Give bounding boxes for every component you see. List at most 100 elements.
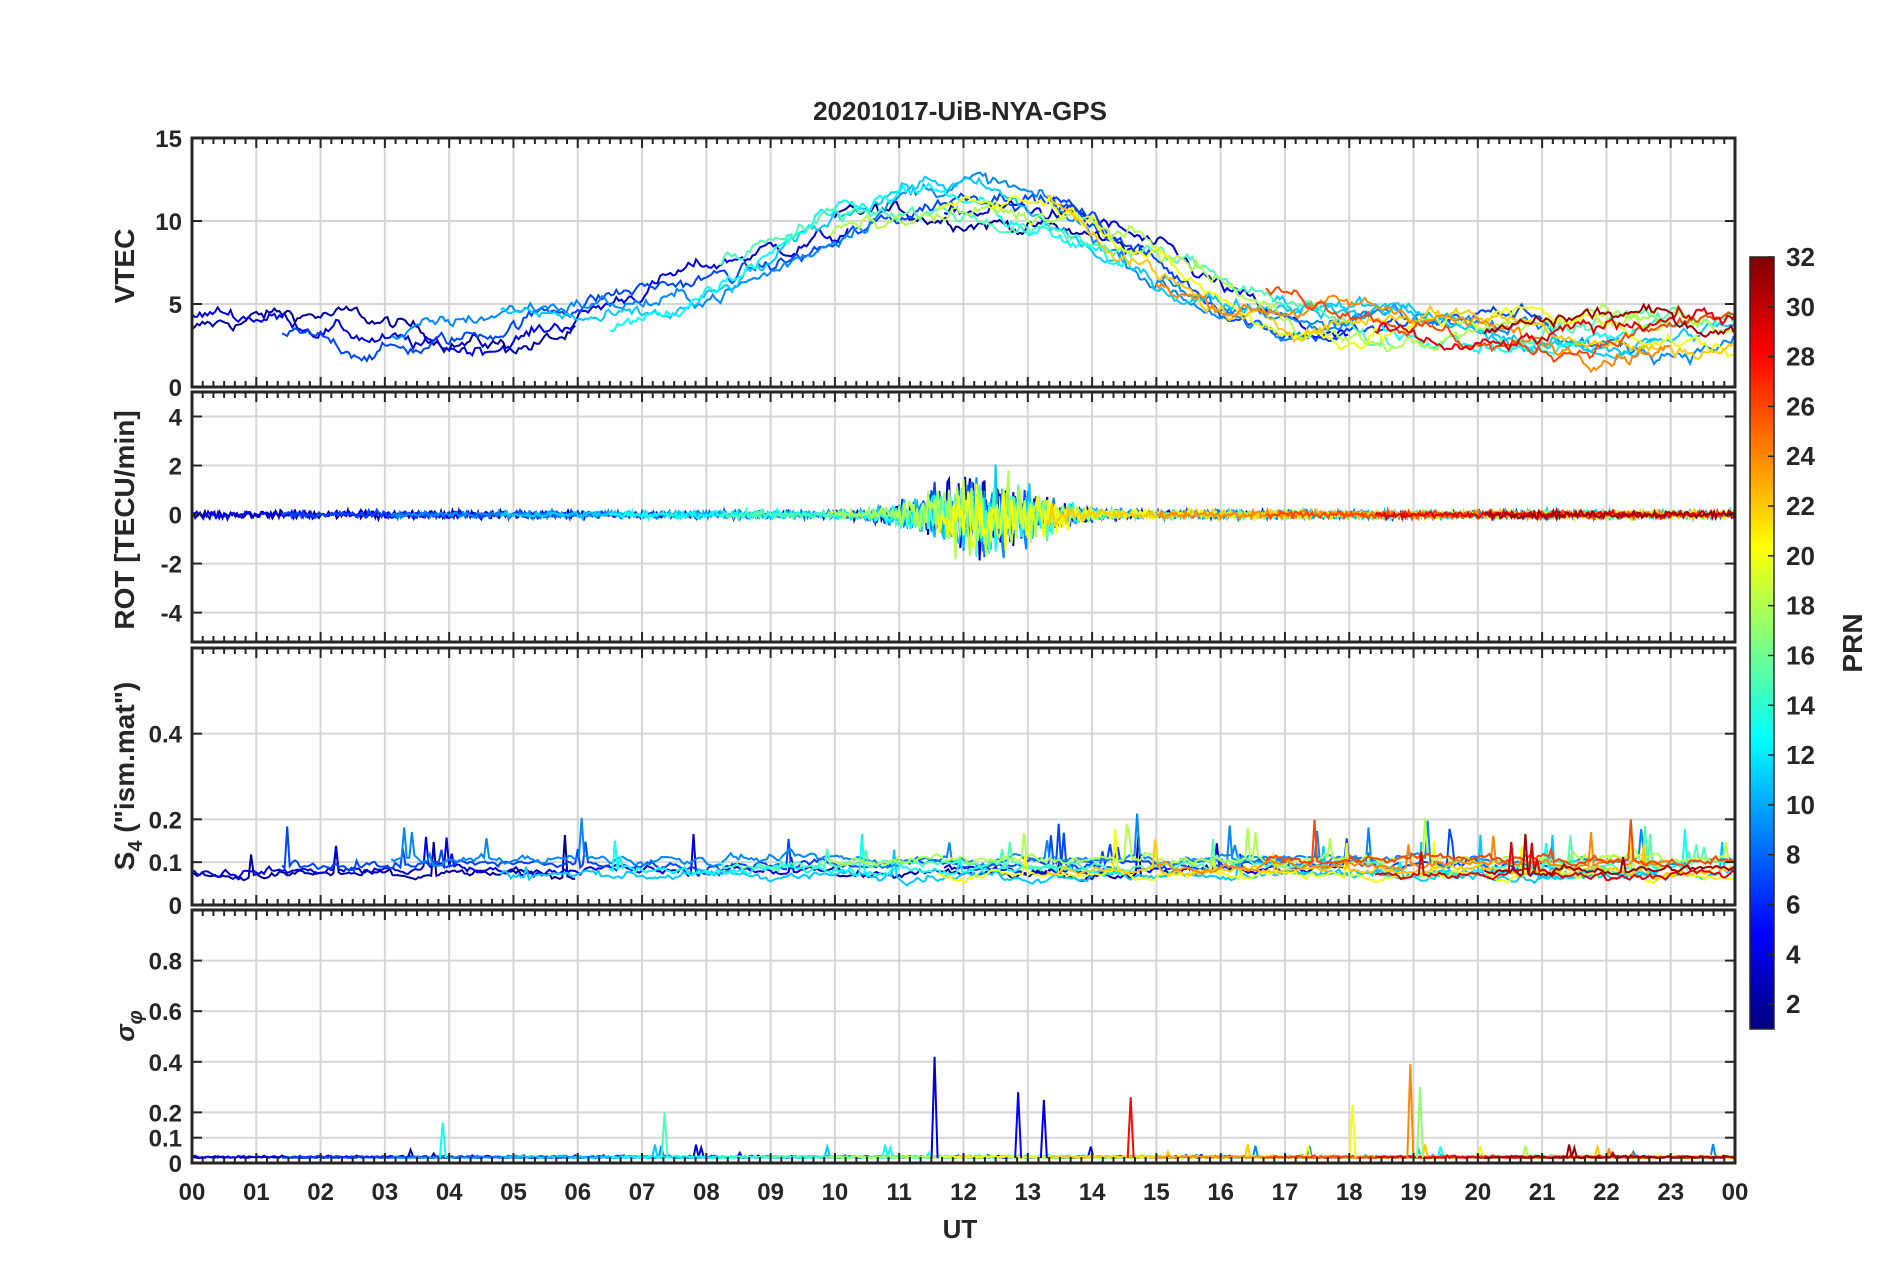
x-tick-label: 10 <box>822 1179 849 1206</box>
panel-sigma: 00.10.2 0.4 0.6 0.8 <box>149 908 1737 1178</box>
y-tick-label: -4 <box>161 601 183 628</box>
series-line-prn-26 <box>1265 286 1734 364</box>
series-line-prn-18 <box>827 817 1665 868</box>
colorbar-tick-label: 24 <box>1786 441 1815 471</box>
y-tick-label: 10 <box>155 209 182 236</box>
colorbar-tick-label: 18 <box>1786 591 1815 621</box>
x-tick-label: 00 <box>1722 1179 1749 1206</box>
colorbar-tick-label: 22 <box>1786 491 1815 521</box>
x-tick-label: 16 <box>1207 1179 1234 1206</box>
x-tick-label: 22 <box>1593 1179 1620 1206</box>
colorbar-tick-label: 6 <box>1786 889 1800 919</box>
series-line-prn-31 <box>1483 833 1735 878</box>
x-tick-label: 04 <box>436 1179 463 1206</box>
series-group <box>192 464 1735 561</box>
panel-s4: 0 0.1 0.2 0.4 <box>149 646 1737 920</box>
x-tick-label: 19 <box>1400 1179 1427 1206</box>
chart-title: 20201017-UiB-NYA-GPS <box>813 96 1107 126</box>
x-tick-label: 18 <box>1336 1179 1363 1206</box>
x-tick-label: 12 <box>950 1179 977 1206</box>
colorbar-tick-label: 28 <box>1786 342 1815 372</box>
sigma-spike <box>660 1112 669 1159</box>
series-line-prn-2 <box>192 305 576 355</box>
y-tick-label: 0.1 <box>149 850 182 877</box>
x-tick-label: 01 <box>243 1179 270 1206</box>
x-tick-label: 20 <box>1464 1179 1491 1206</box>
colorbar-tick-label: 10 <box>1786 790 1815 820</box>
x-tick-label: 06 <box>564 1179 591 1206</box>
x-tick-label: 09 <box>757 1179 784 1206</box>
y-tick-label: 0.2 <box>149 807 182 834</box>
x-tick-label: 00 <box>179 1179 206 1206</box>
sigma-label-sub: φ <box>125 1010 147 1024</box>
x-tick-label: 13 <box>1014 1179 1041 1206</box>
x-tick-label: 07 <box>629 1179 656 1206</box>
series-line-prn-24 <box>1156 831 1672 875</box>
series-line-prn-4 <box>192 833 849 880</box>
colorbar-tick-label: 20 <box>1786 541 1815 571</box>
sigma-spike <box>1415 1087 1424 1158</box>
x-tick-label: 14 <box>1079 1179 1106 1206</box>
y-tick-label: 0.2 <box>149 1100 182 1127</box>
y-axis-label-sigma: σφ <box>110 1010 147 1041</box>
colorbar-tick-label: 26 <box>1786 391 1815 421</box>
sigma-label-main: σ <box>110 1023 140 1042</box>
x-tick-label: 17 <box>1272 1179 1299 1206</box>
x-tick-label: 05 <box>500 1179 527 1206</box>
colorbar <box>1749 256 1775 1030</box>
y-axis-label-vtec: VTEC <box>109 229 140 304</box>
colorbar-tick-label: 12 <box>1786 740 1815 770</box>
x-tick-label: 11 <box>887 1179 912 1206</box>
sigma-spike <box>438 1122 447 1159</box>
y-tick-label: 0.4 <box>149 722 183 749</box>
y-tick-label: 4 <box>169 405 183 432</box>
sigma-spike <box>1126 1097 1135 1158</box>
colorbar-tick-label: 16 <box>1786 640 1815 670</box>
y-tick-label: 0 <box>169 1151 182 1178</box>
x-tick-label: 02 <box>307 1179 334 1206</box>
colorbar-tick-label: 2 <box>1786 989 1800 1019</box>
series-line-prn-22 <box>1046 839 1735 882</box>
panel-rot: -4 -2 0 2 4 <box>161 390 1737 644</box>
y-tick-label: 0.1 <box>149 1126 182 1153</box>
s4-label-main: S <box>109 852 140 871</box>
sigma-spike <box>1039 1099 1048 1158</box>
colorbar-tick-label: 4 <box>1786 939 1801 969</box>
colorbar-tick-label: 32 <box>1786 242 1815 272</box>
s4-label-sub: 4 <box>125 840 147 852</box>
y-tick-label: 0.6 <box>149 999 182 1026</box>
s4-label-rest: ("ism.mat") <box>109 682 140 841</box>
y-tick-label: 2 <box>169 454 182 481</box>
panel-vtec: 0 5 10 15 <box>155 126 1737 402</box>
series-group <box>192 813 1735 887</box>
sigma-spike <box>930 1056 939 1158</box>
x-tick-label: 15 <box>1143 1179 1170 1206</box>
y-tick-label: 0.4 <box>149 1050 183 1077</box>
series-line-prn-2 <box>192 835 576 882</box>
y-tick-label: 0 <box>169 893 182 920</box>
y-tick-label: 15 <box>155 126 182 153</box>
series-line-prn-9 <box>390 813 1388 869</box>
series-line-prn-31 <box>1484 1143 1734 1160</box>
y-axis-label-rot: ROT [TECU/min] <box>109 410 140 629</box>
y-tick-label: 0 <box>169 375 182 402</box>
series-line-prn-13 <box>609 181 1125 333</box>
x-tick-label: 08 <box>693 1179 720 1206</box>
y-axis-label-s4: S4 ("ism.mat") <box>109 682 147 871</box>
sigma-spike <box>1406 1064 1415 1158</box>
colorbar-tick-label: 8 <box>1786 840 1800 870</box>
sigma-spike <box>1014 1092 1023 1158</box>
series-line-prn-31 <box>1483 302 1735 338</box>
x-tick-label: 21 <box>1529 1179 1556 1206</box>
series-line-prn-26 <box>1264 819 1735 870</box>
x-tick-labels: 00 01 02 03 04 05 06 07 08 09 10 11 12 13 14 15 16 17 18 19… <box>179 1179 1749 1206</box>
series-line-prn-24 <box>1155 281 1671 374</box>
x-axis-label: UT <box>943 1214 978 1244</box>
y-tick-label: -2 <box>161 552 182 579</box>
x-tick-label: 03 <box>372 1179 399 1206</box>
series-line-prn-31 <box>1483 507 1735 523</box>
series-line-prn-22 <box>1046 194 1735 360</box>
colorbar-label: PRN <box>1837 613 1868 672</box>
series-line-prn-15 <box>719 204 1394 349</box>
